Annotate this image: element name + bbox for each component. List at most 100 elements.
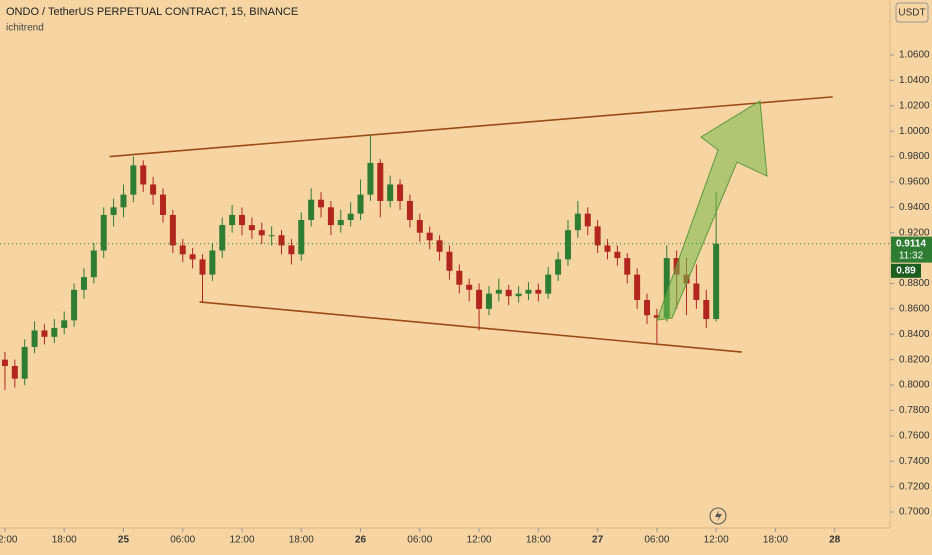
- candle-body: [337, 220, 344, 226]
- candle-body: [209, 250, 216, 275]
- candle-body: [564, 230, 571, 260]
- candle-body: [594, 226, 601, 246]
- candle-body: [318, 199, 325, 208]
- y-tick-label: 1.0600: [899, 50, 930, 61]
- candle-body: [624, 258, 631, 275]
- y-tick-label: 0.9200: [899, 227, 930, 238]
- candle-body: [71, 289, 78, 321]
- candle-body: [21, 346, 28, 379]
- candle-body: [634, 274, 641, 300]
- x-tick-label: 25: [118, 535, 130, 546]
- y-tick-label: 0.7400: [899, 456, 930, 467]
- last-price-label: 0.9114: [896, 238, 926, 249]
- x-tick-label: 06:00: [170, 535, 195, 546]
- x-tick-label: 06:00: [644, 535, 669, 546]
- candle-body: [357, 194, 364, 214]
- x-tick-label: 12:00: [0, 535, 18, 546]
- candle-body: [179, 245, 186, 255]
- candle-body: [150, 184, 157, 195]
- y-tick-label: 1.0000: [899, 126, 930, 137]
- x-tick-label: 28: [829, 535, 841, 546]
- candle-body: [41, 330, 48, 337]
- candle-body: [456, 270, 463, 285]
- candle-body: [614, 251, 621, 259]
- candle-body: [169, 214, 176, 246]
- x-tick-label: 18:00: [289, 535, 314, 546]
- candle-body: [604, 245, 611, 252]
- candle-body: [130, 165, 137, 195]
- target-arrow: [656, 100, 768, 321]
- trend-line: [199, 301, 742, 353]
- candle-body: [288, 245, 295, 255]
- candle-body: [653, 315, 660, 318]
- x-tick-label: 26: [355, 535, 367, 546]
- candle-body: [367, 162, 374, 195]
- candle-body: [258, 230, 265, 236]
- candle-body: [80, 277, 87, 290]
- currency-label[interactable]: USDT: [898, 8, 925, 19]
- y-tick-label: 0.7200: [899, 481, 930, 492]
- candle-body: [239, 214, 246, 226]
- candle-body: [229, 214, 236, 226]
- marker-price-box: [891, 263, 921, 278]
- y-tick-label: 0.9800: [899, 151, 930, 162]
- x-tick-label: 12:00: [704, 535, 729, 546]
- candle-body: [377, 162, 384, 201]
- y-tick-label: 0.8600: [899, 304, 930, 315]
- event-icon[interactable]: [709, 507, 727, 525]
- event-icon-bolt: [715, 510, 722, 522]
- candle-body: [219, 225, 226, 251]
- candle-body: [495, 289, 502, 294]
- y-tick-label: 0.7000: [899, 507, 930, 518]
- candle-body: [140, 165, 147, 185]
- y-tick-label: 0.8200: [899, 354, 930, 365]
- y-tick-label: 0.8000: [899, 380, 930, 391]
- candle-body: [11, 366, 18, 379]
- candle-body: [545, 274, 552, 294]
- candle-body: [248, 225, 255, 231]
- candle-body: [505, 289, 512, 297]
- candle-body: [1, 359, 8, 367]
- candle-body: [308, 199, 315, 221]
- y-tick-label: 1.0400: [899, 75, 930, 86]
- x-tick-label: 18:00: [526, 535, 551, 546]
- candle-body: [574, 213, 581, 231]
- countdown-label: 11:32: [899, 250, 924, 261]
- candle-body: [90, 250, 97, 278]
- last-price-box: [891, 236, 932, 263]
- candle-body: [555, 259, 562, 275]
- candle-body: [525, 289, 532, 294]
- candle-body: [663, 258, 670, 318]
- candle-body: [347, 213, 354, 221]
- y-tick-label: 0.7800: [899, 405, 930, 416]
- y-tick-label: 0.8800: [899, 278, 930, 289]
- candle-body: [693, 283, 700, 300]
- candle-body: [535, 289, 542, 294]
- x-tick-label: 27: [592, 535, 604, 546]
- candle-body: [426, 232, 433, 241]
- candle-body: [268, 235, 275, 237]
- candle-body: [120, 194, 127, 208]
- x-tick-label: 18:00: [52, 535, 77, 546]
- candle-body: [110, 207, 117, 215]
- candle-body: [485, 293, 492, 309]
- candle-body: [51, 327, 58, 337]
- currency-button[interactable]: [895, 2, 929, 23]
- candle-body: [584, 213, 591, 227]
- y-tick-label: 0.7600: [899, 430, 930, 441]
- plot: [1, 96, 833, 391]
- candle-body: [713, 243, 720, 320]
- candle-body: [159, 194, 166, 215]
- y-tick-label: 0.9600: [899, 177, 930, 188]
- candle-body: [476, 289, 483, 309]
- candle-body: [515, 293, 522, 297]
- candle-body: [644, 299, 651, 316]
- chart-title: ONDO / TetherUS PERPETUAL CONTRACT, 15, …: [6, 6, 298, 18]
- candle-body: [703, 299, 710, 320]
- candle-body: [31, 330, 38, 347]
- indicator-name: ichitrend: [6, 23, 44, 34]
- candle-body: [416, 220, 423, 233]
- candle-body: [61, 320, 68, 328]
- trend-line: [109, 96, 833, 158]
